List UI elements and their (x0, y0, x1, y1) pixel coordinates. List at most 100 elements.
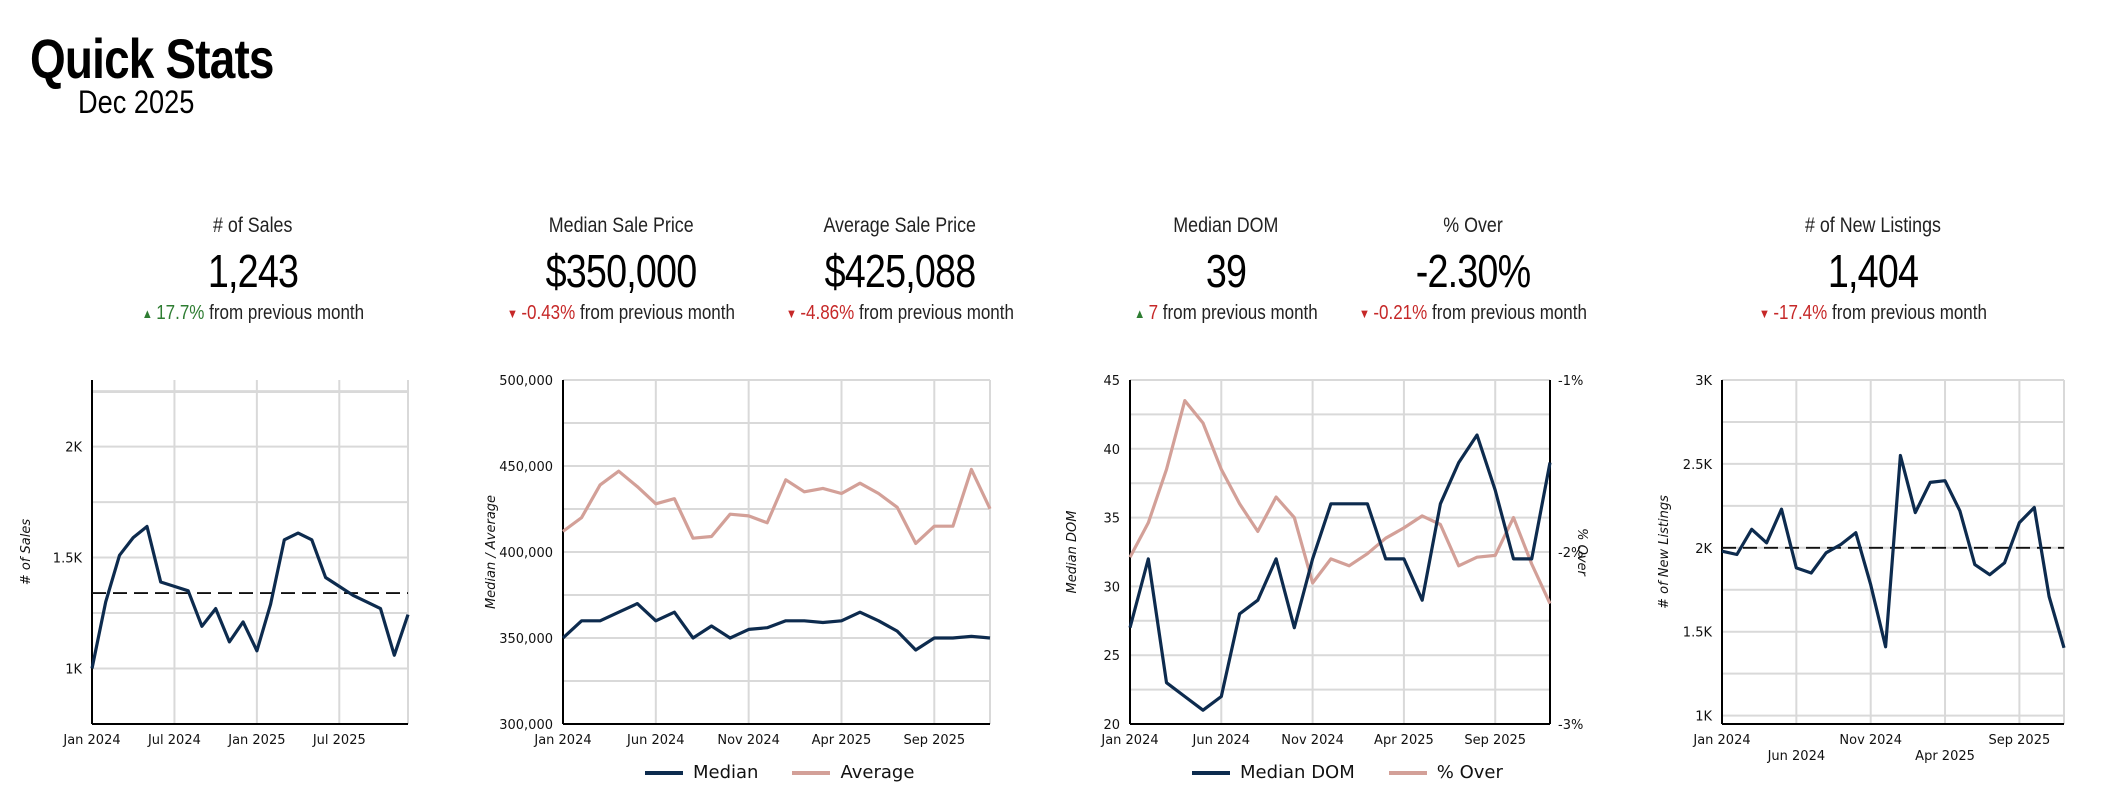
stat-median-dom: Median DOM 39 ▲ 7 from previous month (1076, 214, 1376, 325)
stat-change-suffix: from previous month (579, 302, 735, 324)
legend-label: Median (693, 762, 759, 783)
stat-change: ▲ 17.7% from previous month (126, 302, 381, 325)
stat-change: ▼ -4.86% from previous month (773, 302, 1028, 325)
chart3-y2-tick-label: -3% (1558, 718, 1583, 733)
chart3-y2-tick-label: -1% (1558, 374, 1583, 389)
chart1-x-tick-label: Jul 2025 (312, 733, 366, 748)
chart4-x-tick-label: Nov 2024 (1839, 733, 1902, 748)
chart1-y-tick-label: 1K (65, 663, 82, 678)
stat-new-listings: # of New Listings 1,404 ▼ -17.4% from pre… (1723, 214, 2023, 325)
chart3-series-line--over (1128, 399, 1552, 605)
stat-change-suffix: from previous month (1831, 302, 1987, 324)
chart3-x-tick-label: Jan 2024 (1100, 733, 1158, 748)
legend-label: Average (840, 762, 915, 783)
stat-change-value: 7 (1148, 302, 1159, 324)
legend-item-average: Average (792, 762, 914, 783)
stat-change-suffix: from previous month (1431, 302, 1587, 324)
chart3-y-tick-label: 45 (1103, 374, 1120, 389)
arrow-down-icon: ▼ (786, 306, 797, 321)
chart1-x-tick-label: Jul 2024 (147, 733, 201, 748)
stat-change-value: 17.7% (156, 302, 205, 324)
chart3-y-tick-label: 20 (1103, 718, 1120, 733)
chart4-y-tick-label: 2.5K (1683, 458, 1713, 473)
stat-value: $425,088 (824, 245, 977, 297)
chart3-y-tick-label: 35 (1103, 512, 1120, 527)
arrow-down-icon: ▼ (1359, 306, 1370, 321)
chart3-series-line-median-dom (1128, 433, 1552, 712)
page-subtitle: Dec 2025 (78, 84, 195, 120)
stat-average-price: Average Sale Price $425,088 ▼ -4.86% from… (750, 214, 1050, 325)
page-title: Quick Stats (30, 27, 274, 90)
chart3-x-tick-label: Apr 2025 (1374, 733, 1434, 748)
chart2-x-tick-label: Sep 2025 (903, 733, 965, 748)
chart2-x-tick-label: Apr 2025 (812, 733, 872, 748)
chart3-x-tick-label: Nov 2024 (1281, 733, 1344, 748)
chart4-y-tick-label: 1K (1695, 710, 1712, 725)
stat-change: ▲ 7 from previous month (1099, 302, 1354, 325)
stat-label: # of Sales (213, 214, 293, 237)
chart4-x-tick-label: Jun 2024 (1767, 749, 1826, 764)
stat-change: ▼ -0.43% from previous month (494, 302, 749, 325)
legend-price: Median Average (645, 762, 914, 783)
chart1-series-line-values (90, 524, 410, 669)
stat-change-suffix: from previous month (209, 302, 365, 324)
chart1-y-tick-label: 2K (65, 441, 82, 456)
chart1-x-tick-label: Jan 2024 (62, 733, 120, 748)
stat-change-value: -17.4% (1773, 302, 1828, 324)
chart1-x-tick-label: Jan 2025 (227, 733, 285, 748)
chart4-x-tick-label: Apr 2025 (1915, 749, 1975, 764)
arrow-down-icon: ▼ (1759, 306, 1770, 321)
chart4-x-tick-label: Sep 2025 (1989, 733, 2051, 748)
chart3-y2-axis-label: % Over (1574, 528, 1589, 577)
stat-value: 39 (1205, 245, 1247, 297)
chart4-series-line-values (1721, 453, 2066, 649)
chart3-y-tick-label: 40 (1103, 443, 1120, 458)
chart4-y-tick-label: 1.5K (1683, 626, 1713, 641)
stat-change: ▼ -0.21% from previous month (1346, 302, 1601, 325)
stat-label: Average Sale Price (823, 214, 977, 237)
chart2-x-tick-label: Jan 2024 (533, 733, 591, 748)
legend-label: Median DOM (1240, 762, 1355, 783)
chart2-y-axis-label: Median / Average (484, 495, 499, 609)
chart2-series-line-median (561, 601, 991, 652)
chart1-y-tick-label: 1.5K (53, 552, 83, 567)
chart4-y-axis-label: # of New Listings (1657, 495, 1672, 609)
chart3-y-tick-label: 30 (1103, 580, 1120, 595)
chart2-x-tick-label: Nov 2024 (717, 733, 780, 748)
stat-change-value: -4.86% (800, 302, 855, 324)
legend-swatch (792, 770, 831, 775)
legend-item-median: Median (645, 762, 758, 783)
legend-item-percent-over: % Over (1388, 762, 1503, 783)
arrow-down-icon: ▼ (507, 306, 518, 321)
chart2-x-tick-label: Jun 2024 (626, 733, 685, 748)
chart2-y-tick-label: 450,000 (499, 460, 553, 475)
legend-swatch (1388, 770, 1427, 775)
stat-median-price: Median Sale Price $350,000 ▼ -0.43% from … (471, 214, 771, 325)
chart3-y-axis-label: Median DOM (1065, 511, 1080, 594)
arrow-up-icon: ▲ (141, 306, 153, 321)
stat-change-value: -0.21% (1373, 302, 1428, 324)
stat-label: Median Sale Price (548, 214, 694, 237)
chart3-y-tick-label: 25 (1103, 649, 1120, 664)
legend-label: % Over (1436, 762, 1503, 783)
chart2-y-tick-label: 500,000 (499, 374, 553, 389)
stat-label: # of New Listings (1805, 214, 1941, 237)
chart2-y-tick-label: 400,000 (499, 546, 553, 561)
stat-change-suffix: from previous month (1162, 302, 1318, 324)
chart2-series-line-average (562, 467, 992, 546)
chart1-y-axis-label: # of Sales (19, 519, 34, 586)
arrow-up-icon: ▲ (1134, 306, 1146, 321)
stat-sales: # of Sales 1,243 ▲ 17.7% from previous mo… (103, 214, 403, 325)
stat-value: 1,243 (207, 245, 299, 297)
stat-change-value: -0.43% (521, 302, 576, 324)
stat-label: Median DOM (1173, 214, 1279, 237)
stat-value: $350,000 (545, 245, 698, 297)
chart3-y2-tick-label: -2% (1558, 546, 1583, 561)
legend-swatch (645, 770, 683, 775)
stat-value: 1,404 (1827, 245, 1919, 297)
chart2-y-tick-label: 300,000 (499, 718, 553, 733)
stat-percent-over: % Over -2.30% ▼ -0.21% from previous mont… (1323, 214, 1623, 325)
chart4-y-tick-label: 2K (1695, 542, 1712, 557)
legend-swatch (1192, 770, 1230, 775)
